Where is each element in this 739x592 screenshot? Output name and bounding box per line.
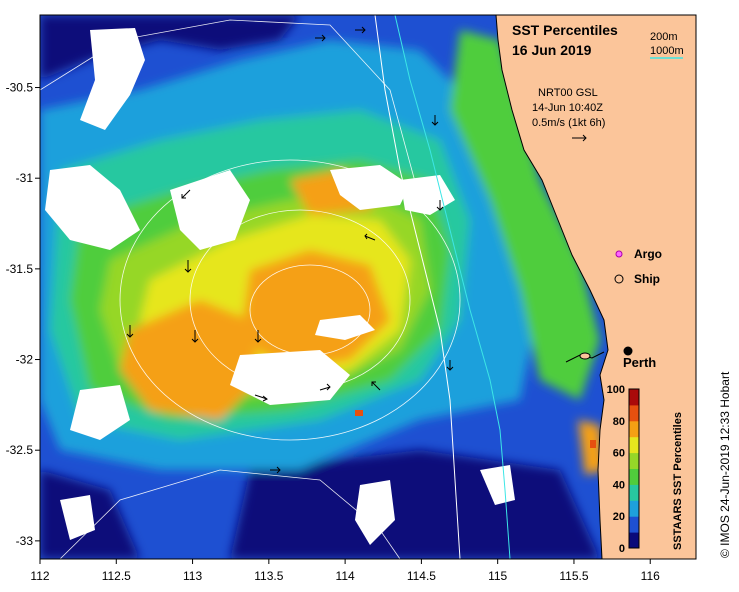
depth-label-shallow: 200m — [650, 31, 678, 43]
current-arrow — [436, 200, 444, 211]
coastline — [495, 15, 609, 559]
x-axis: 112 112.5 113 113.5 114 114.5 115 115.5 116 — [30, 559, 660, 583]
colorbar-segment — [629, 404, 639, 422]
ship-label: Ship — [634, 272, 660, 286]
current-arrow — [181, 189, 191, 199]
x-tick-label: 115 — [488, 569, 507, 583]
eddy-contour-2 — [189, 209, 411, 391]
colorbar-segment — [629, 420, 639, 438]
shelf-white-contour — [374, 15, 461, 559]
eddy-contour-3 — [119, 159, 461, 441]
x-tick-label: 113 — [183, 569, 202, 583]
colorbar: 0 20 40 60 80 100 — [607, 384, 640, 555]
colorbar-tick-label: 0 — [619, 543, 625, 555]
map-date: 16 Jun 2019 — [512, 42, 592, 58]
colorbar-title: SSTAARS SST Percentiles — [672, 412, 684, 550]
current-scale: 0.5m/s (1kt 6h) — [532, 117, 605, 129]
current-arrows — [126, 26, 454, 474]
colorbar-tick-label: 60 — [613, 448, 625, 460]
colorbar-segment — [629, 468, 639, 485]
current-arrow — [431, 115, 439, 126]
map-title: SST Percentiles — [512, 22, 618, 38]
ship-marker-icon — [614, 274, 624, 284]
orange-zone-west — [120, 300, 260, 420]
current-arrow — [319, 383, 331, 391]
colorbar-tick-label: 20 — [613, 511, 625, 523]
current-arrow — [254, 330, 262, 343]
cloud-gap-west — [45, 165, 140, 250]
current-time: 14-Jun 10:40Z — [532, 102, 603, 114]
warm-spots — [355, 410, 596, 448]
argo-marker-icon — [615, 250, 623, 258]
cloud-gap-southeast — [480, 465, 515, 505]
y-tick-label: -33 — [16, 534, 34, 548]
eddy-contours — [40, 19, 461, 559]
depth-label-deep: 1000m — [650, 45, 684, 57]
current-arrow — [191, 330, 199, 343]
y-axis: -30.5 -31 -31.5 -32 -32.5 -33 — [6, 81, 40, 548]
argo-label: Argo — [634, 247, 662, 261]
coastal-cyan-contour — [394, 15, 511, 559]
cloud-gaps — [45, 28, 515, 545]
current-arrow — [184, 260, 192, 273]
eddy-contour-5 — [59, 469, 401, 559]
cloud-gap-far-southwest — [60, 495, 95, 540]
colorbar-segment — [629, 516, 639, 533]
colorbar-tick-label: 40 — [613, 479, 625, 491]
rottnest-island-shape — [579, 352, 591, 360]
land-area — [496, 15, 696, 559]
colorbar-segment — [629, 452, 639, 469]
x-tick-label: 112 — [30, 569, 49, 583]
y-tick-label: -30.5 — [6, 81, 34, 95]
y-tick-label: -32 — [16, 353, 34, 367]
colorbar-tick-label: 100 — [607, 384, 625, 396]
cloud-gap-southwest — [70, 385, 130, 440]
current-arrow — [371, 381, 381, 391]
scale-arrow-icon — [572, 134, 587, 142]
cloud-gap-east — [400, 175, 455, 215]
colorbar-segment — [629, 500, 639, 517]
perth-label: Perth — [623, 355, 656, 370]
cloud-gap-south-central — [230, 350, 350, 405]
current-arrow — [315, 34, 326, 42]
cloud-gap-south — [355, 480, 395, 545]
x-tick-label: 113.5 — [254, 569, 283, 583]
colorbar-tick-label: 80 — [613, 416, 625, 428]
current-arrow — [126, 325, 134, 338]
x-tick-label: 114 — [336, 569, 355, 583]
warm-spot-2 — [590, 440, 596, 448]
plot-frame — [39, 14, 697, 560]
current-arrow — [364, 233, 376, 241]
perth-marker-icon — [623, 346, 633, 356]
current-arrow — [270, 466, 281, 474]
warm-spot-1 — [355, 410, 363, 416]
cloud-gap-core — [315, 315, 375, 340]
colorbar-segment — [629, 484, 639, 501]
eddy-contour-1 — [249, 264, 371, 356]
y-tick-label: -31 — [16, 171, 34, 185]
green-coastal-band — [450, 30, 600, 400]
x-tick-label: 114.5 — [407, 569, 436, 583]
colorbar-segment — [629, 532, 639, 549]
sst-field — [40, 15, 696, 559]
cloud-gap-north-ring — [330, 165, 410, 210]
current-source: NRT00 GSL — [538, 87, 598, 99]
current-arrow — [254, 394, 268, 402]
x-tick-label: 112.5 — [102, 569, 131, 583]
orange-zone-core — [240, 250, 390, 370]
y-tick-label: -31.5 — [6, 262, 34, 276]
colorbar-segment — [629, 436, 639, 454]
cloud-gap-northwest — [80, 28, 145, 130]
current-arrow — [446, 360, 454, 371]
current-arrow — [355, 26, 366, 34]
x-tick-label: 115.5 — [559, 569, 588, 583]
colorbar-segment — [629, 389, 639, 406]
credit-text: © IMOS 24-Jun-2019 12:33 Hobart — [718, 371, 732, 558]
rottnest-island — [579, 352, 591, 360]
eddy-contour-4 — [40, 19, 421, 201]
x-tick-label: 116 — [641, 569, 660, 583]
y-tick-label: -32.5 — [6, 443, 34, 457]
colorbar-frame — [628, 388, 640, 549]
